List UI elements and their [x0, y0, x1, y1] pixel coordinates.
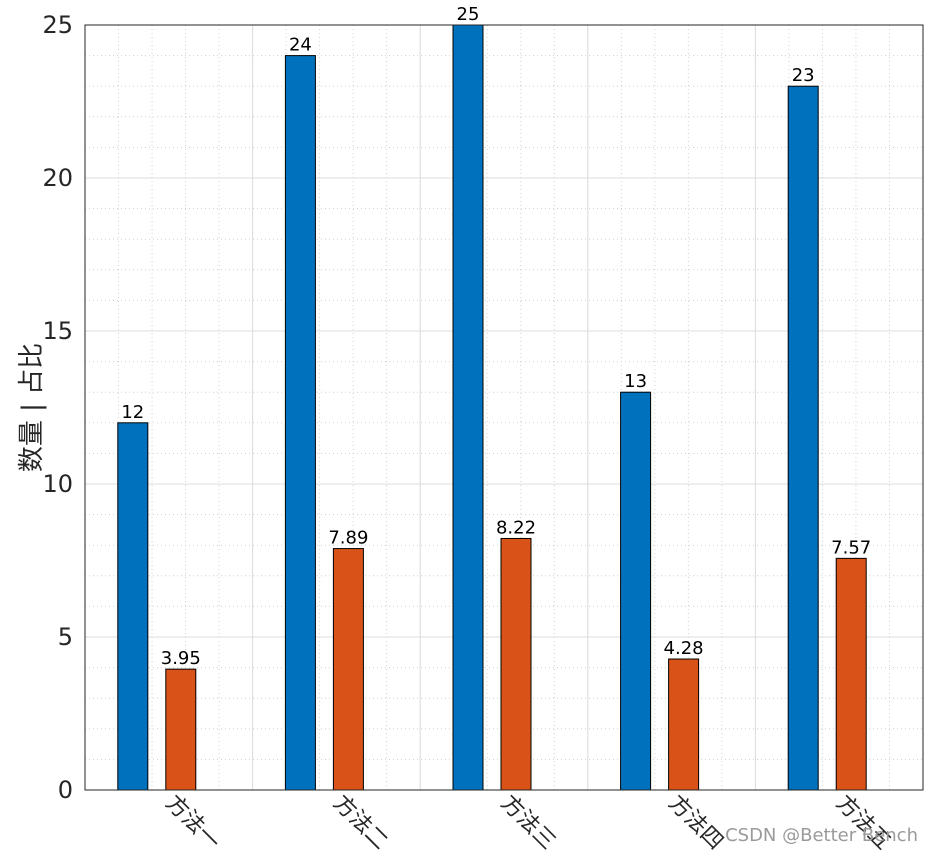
bar-series-1	[284, 55, 316, 791]
bars	[117, 24, 867, 791]
data-label: 8.22	[496, 517, 536, 538]
plot-frame	[84, 24, 924, 791]
data-label: 7.89	[328, 528, 368, 549]
y-tick-label: 0	[58, 776, 73, 804]
data-label: 12	[121, 402, 144, 423]
data-label: 7.57	[831, 537, 871, 558]
bar-series-1	[787, 85, 819, 791]
x-tick-label: 方法二	[328, 791, 392, 852]
bar-series-1	[117, 422, 149, 791]
y-tick-label: 10	[42, 470, 73, 498]
y-tick-label: 25	[42, 11, 73, 39]
x-tick-label: 方法四	[663, 791, 727, 852]
data-label: 24	[289, 35, 312, 56]
bar-series-2	[668, 658, 700, 791]
bar-series-1	[620, 391, 652, 791]
y-tick-label: 5	[58, 623, 73, 651]
data-label: 25	[457, 4, 480, 25]
data-label: 3.95	[161, 648, 201, 669]
x-tick-label: 方法三	[496, 791, 560, 852]
grid	[85, 25, 923, 790]
y-axis-label: 数量 | 占比	[17, 343, 47, 472]
bar-series-1	[452, 24, 484, 791]
y-tick-label: 20	[42, 164, 73, 192]
watermark: CSDN @Better Bench	[725, 825, 918, 846]
bar-series-2	[500, 537, 532, 791]
bar-series-2	[835, 557, 867, 791]
y-tick-label: 15	[42, 317, 73, 345]
axes	[84, 24, 924, 791]
data-label: 13	[624, 371, 647, 392]
bar-series-2	[332, 548, 364, 791]
data-label: 4.28	[664, 638, 704, 659]
data-label: 23	[792, 65, 815, 86]
x-tick-label: 方法一	[161, 791, 225, 852]
bar-series-2	[165, 668, 197, 791]
